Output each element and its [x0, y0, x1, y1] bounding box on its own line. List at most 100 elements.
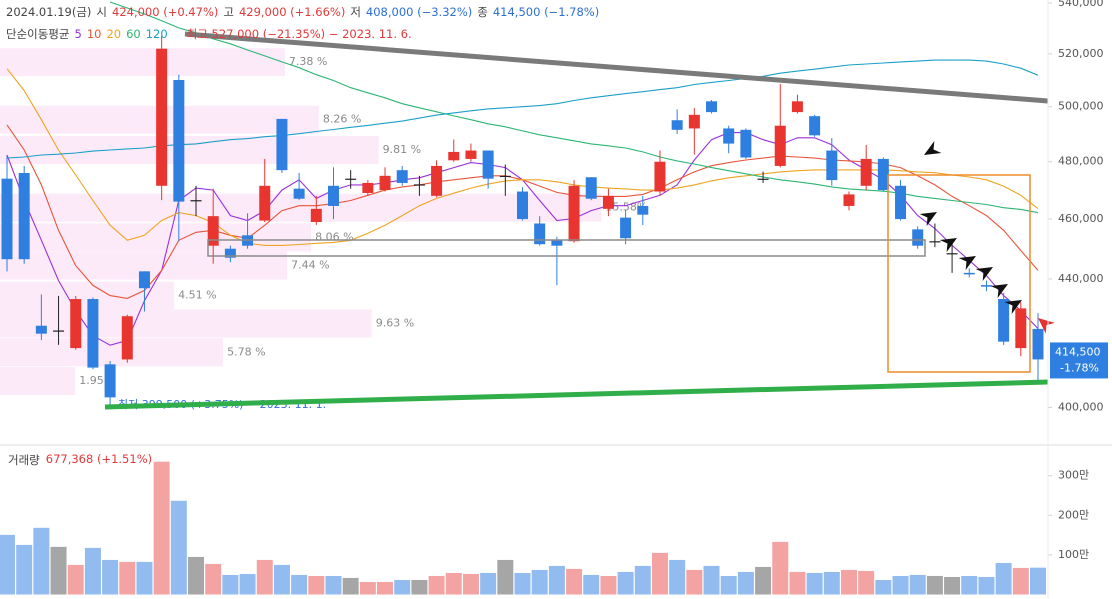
candle-body [362, 182, 374, 193]
arrow [990, 284, 1008, 299]
y-tick-label: 100만 [1058, 548, 1089, 561]
y-tick-label: 440,000 [1058, 272, 1104, 285]
volume-bar [377, 581, 394, 595]
candle-body [327, 185, 339, 206]
volume-bar [789, 571, 806, 595]
y-tick-label: 520,000 [1058, 47, 1104, 60]
volume-bar [394, 579, 411, 595]
volume-header: 거래량 677,368 (+1.51%) [8, 452, 152, 468]
volume-bar [703, 565, 720, 595]
volume-profile-label: 1.95 [79, 374, 104, 387]
volume-bar [342, 577, 359, 595]
date: 2024.01.19(금) [6, 5, 92, 19]
ohlc-header: 2024.01.19(금) 시 424,000 (+0.47%) 고 429,0… [6, 4, 599, 20]
volume-profile-label: 9.63 % [376, 317, 414, 330]
volume-title: 거래량 [8, 453, 40, 467]
open-value: 424,000 (+0.47%) [112, 5, 219, 19]
volume-bar [514, 572, 531, 595]
volume-bar [978, 576, 995, 595]
legend-entry: 5 [74, 27, 82, 41]
volume-bar [720, 575, 737, 595]
y-tick-label: 500,000 [1058, 100, 1104, 113]
volume-profile-bar [0, 309, 372, 338]
volume-bar [892, 575, 909, 595]
volume-bar [686, 569, 703, 595]
candle-body [706, 101, 718, 113]
candle-body [602, 195, 614, 209]
candle-body [35, 325, 47, 334]
volume-bar [273, 564, 290, 595]
price-tag-value: 414,500 [1055, 345, 1101, 358]
volume-bar [1030, 567, 1046, 595]
volume-bar [531, 569, 548, 595]
low-value: 408,000 (−3.32%) [365, 5, 473, 19]
volume-profile-label: 7.38 % [289, 55, 327, 68]
volume-profile-bar [0, 223, 312, 252]
candle-body [774, 125, 786, 166]
legend-entry: 60 [126, 27, 141, 41]
candle-body [70, 299, 82, 349]
volume-bar [188, 556, 205, 595]
support-line [104, 379, 1049, 410]
legend-title: 단순이동평균 [6, 27, 70, 41]
arrow [975, 267, 993, 282]
candle-body [826, 150, 838, 181]
range-box [207, 239, 926, 257]
highlight-box [887, 174, 1031, 373]
volume-bar [222, 574, 239, 595]
candle-body [517, 191, 528, 220]
label: 종 [477, 5, 488, 19]
candle-body [190, 200, 202, 202]
candle-body [1032, 328, 1044, 360]
volume-bar [806, 572, 823, 595]
candle-body [1015, 308, 1027, 349]
volume-bar [823, 571, 840, 595]
candle-body [757, 178, 769, 180]
volume-profile-label: 15.58% [605, 201, 647, 214]
candle-body [929, 241, 941, 243]
high-annotation: 최고 527,000 (−21.35%) − 2023. 11. 6. [186, 27, 412, 41]
volume-bar [50, 546, 67, 595]
volume-bar [909, 574, 926, 595]
volume-bar [651, 552, 668, 595]
volume-bar [497, 559, 514, 595]
candle-body [482, 150, 494, 179]
volume-bar [566, 568, 583, 595]
y-tick-label: 300만 [1058, 469, 1089, 482]
volume-bar [0, 534, 15, 595]
candle-body [843, 194, 855, 206]
candle-body [551, 239, 563, 246]
candle-body [104, 364, 116, 398]
arrow [1038, 318, 1055, 334]
candle-body [121, 316, 133, 360]
volume-bar [583, 574, 600, 595]
arrow [924, 140, 942, 155]
candle-body [465, 150, 477, 159]
trend-line [184, 31, 1049, 104]
volume-bar [411, 579, 428, 595]
arrows [919, 140, 1055, 334]
legend: 단순이동평균 5 10 20 60 120 최고 527,000 (−21.35%) − … [6, 26, 412, 42]
candle-body [293, 188, 305, 199]
candle-body [173, 80, 185, 202]
arrow [939, 238, 957, 253]
y-tick-label: 540,000 [1058, 0, 1104, 9]
close-value: 414,500 (−1.78%) [492, 5, 600, 19]
volume-bar [67, 564, 84, 595]
volume-profile-label: 7.44 % [291, 259, 329, 272]
volume-profile-bar [0, 338, 224, 367]
volume-bar [84, 547, 101, 595]
candle-body [499, 175, 511, 178]
label: 저 [350, 5, 361, 19]
candle-body [138, 271, 150, 289]
volume-profile-label: 8.26 % [323, 113, 361, 126]
candle-body [791, 101, 803, 113]
volume-profile-label: 5.78 % [227, 345, 265, 358]
candle-body [379, 175, 391, 191]
label: 시 [96, 5, 107, 19]
volume-bar [256, 559, 273, 595]
candle-body [946, 253, 958, 255]
candle-body [860, 158, 872, 186]
